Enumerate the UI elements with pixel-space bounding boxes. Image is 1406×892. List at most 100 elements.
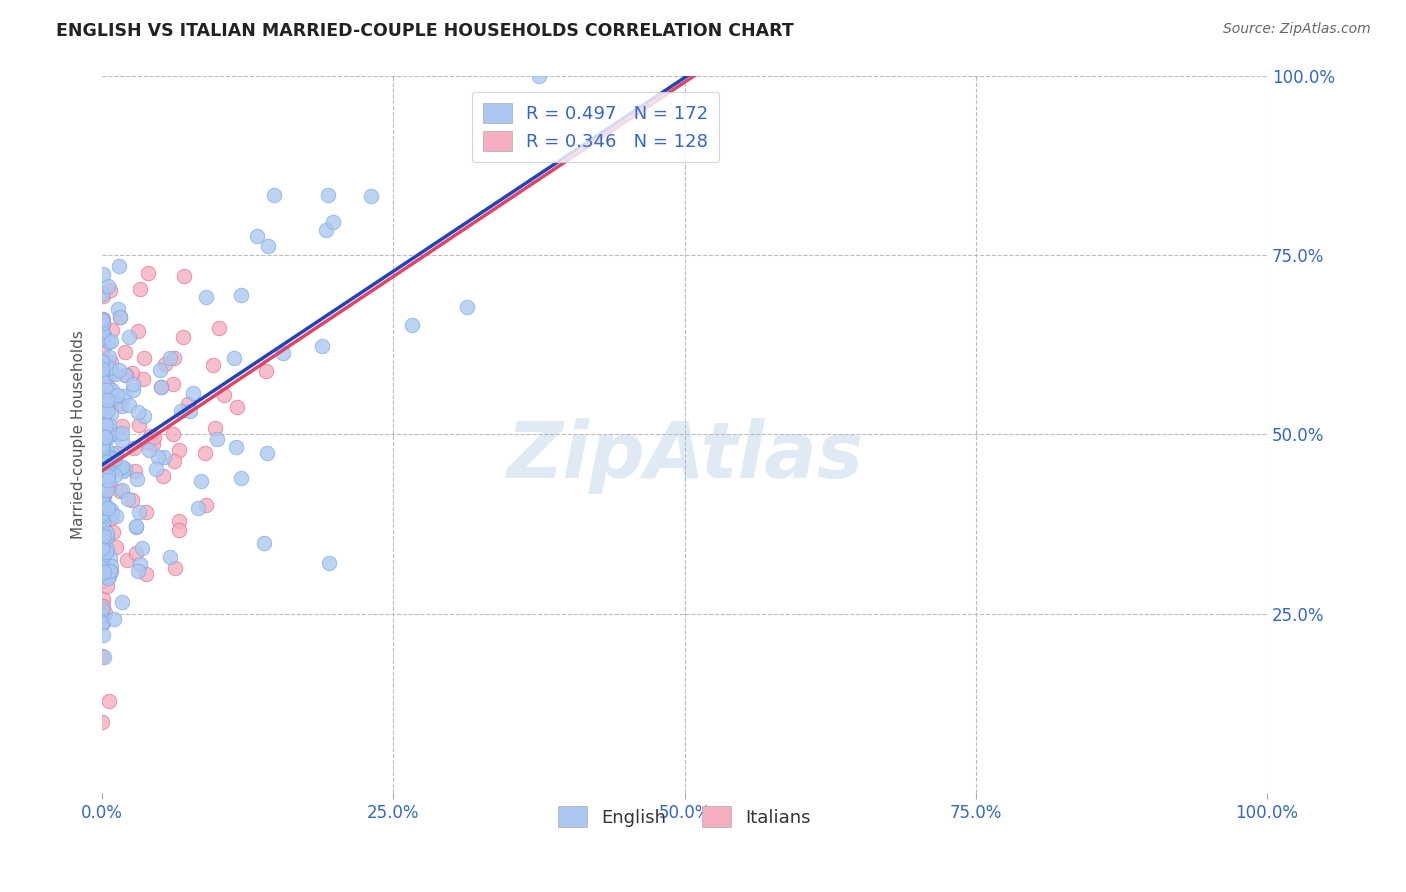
Point xyxy=(93,450,115,465)
Point xyxy=(252,536,274,550)
Point xyxy=(91,361,114,376)
Point xyxy=(91,533,114,547)
Point xyxy=(94,462,117,476)
Point xyxy=(91,443,114,458)
Point xyxy=(91,561,114,575)
Point xyxy=(153,450,176,464)
Point xyxy=(98,564,121,578)
Point xyxy=(322,215,344,229)
Point xyxy=(263,188,285,202)
Point xyxy=(91,429,114,443)
Point xyxy=(165,561,187,575)
Point xyxy=(101,524,124,539)
Point xyxy=(91,390,114,404)
Point xyxy=(97,473,120,487)
Point xyxy=(132,409,155,424)
Point xyxy=(138,443,160,458)
Point xyxy=(167,443,190,458)
Point xyxy=(91,473,114,487)
Point xyxy=(128,505,150,519)
Point xyxy=(91,494,114,508)
Point xyxy=(101,383,124,397)
Point xyxy=(360,189,382,203)
Point xyxy=(98,361,121,376)
Point xyxy=(93,529,115,543)
Point xyxy=(93,543,115,558)
Point xyxy=(100,506,122,520)
Point xyxy=(94,432,117,446)
Point xyxy=(97,500,120,515)
Point xyxy=(104,467,127,482)
Point xyxy=(94,404,117,418)
Point xyxy=(104,451,127,466)
Point xyxy=(96,531,118,545)
Point xyxy=(98,694,121,708)
Point xyxy=(91,436,114,450)
Point xyxy=(104,368,127,382)
Point xyxy=(91,508,114,523)
Point xyxy=(127,324,149,338)
Point xyxy=(91,615,114,630)
Point xyxy=(150,380,173,394)
Point xyxy=(125,473,148,487)
Point xyxy=(108,461,131,475)
Point xyxy=(91,368,114,383)
Point xyxy=(229,288,252,302)
Point xyxy=(91,397,114,411)
Point xyxy=(100,368,122,382)
Point xyxy=(212,388,235,402)
Point xyxy=(159,351,181,366)
Point xyxy=(162,377,184,392)
Point xyxy=(93,409,115,423)
Point xyxy=(91,607,114,622)
Point xyxy=(159,549,181,564)
Point xyxy=(91,363,114,377)
Point xyxy=(91,601,114,615)
Point xyxy=(91,479,114,493)
Point xyxy=(91,288,114,302)
Point xyxy=(91,428,114,442)
Point xyxy=(98,428,121,442)
Point xyxy=(100,559,122,574)
Point xyxy=(91,603,114,617)
Point xyxy=(111,483,134,497)
Point xyxy=(91,440,114,454)
Point xyxy=(91,518,114,533)
Point xyxy=(91,442,114,456)
Point xyxy=(91,452,114,467)
Point xyxy=(91,467,114,481)
Point xyxy=(91,426,114,441)
Legend: English, Italians: English, Italians xyxy=(551,799,818,835)
Point xyxy=(94,418,117,433)
Point xyxy=(96,404,118,418)
Point xyxy=(91,499,114,513)
Point xyxy=(91,466,114,480)
Point xyxy=(105,426,128,441)
Point xyxy=(110,484,132,499)
Point xyxy=(246,229,269,244)
Point xyxy=(97,464,120,478)
Point xyxy=(115,553,138,567)
Point xyxy=(121,493,143,508)
Point xyxy=(100,334,122,348)
Point xyxy=(128,557,150,571)
Point xyxy=(117,330,139,344)
Point xyxy=(91,561,114,575)
Point xyxy=(91,430,114,444)
Point xyxy=(93,628,115,642)
Point xyxy=(91,507,114,521)
Point xyxy=(94,396,117,410)
Point xyxy=(91,423,114,437)
Point xyxy=(94,368,117,382)
Point xyxy=(125,546,148,560)
Point xyxy=(97,571,120,585)
Point xyxy=(101,323,124,337)
Point xyxy=(131,541,153,555)
Point xyxy=(91,477,114,491)
Point xyxy=(257,239,280,253)
Point xyxy=(91,483,114,498)
Point xyxy=(100,564,122,578)
Point xyxy=(311,339,333,353)
Point xyxy=(149,362,172,376)
Point xyxy=(98,350,121,364)
